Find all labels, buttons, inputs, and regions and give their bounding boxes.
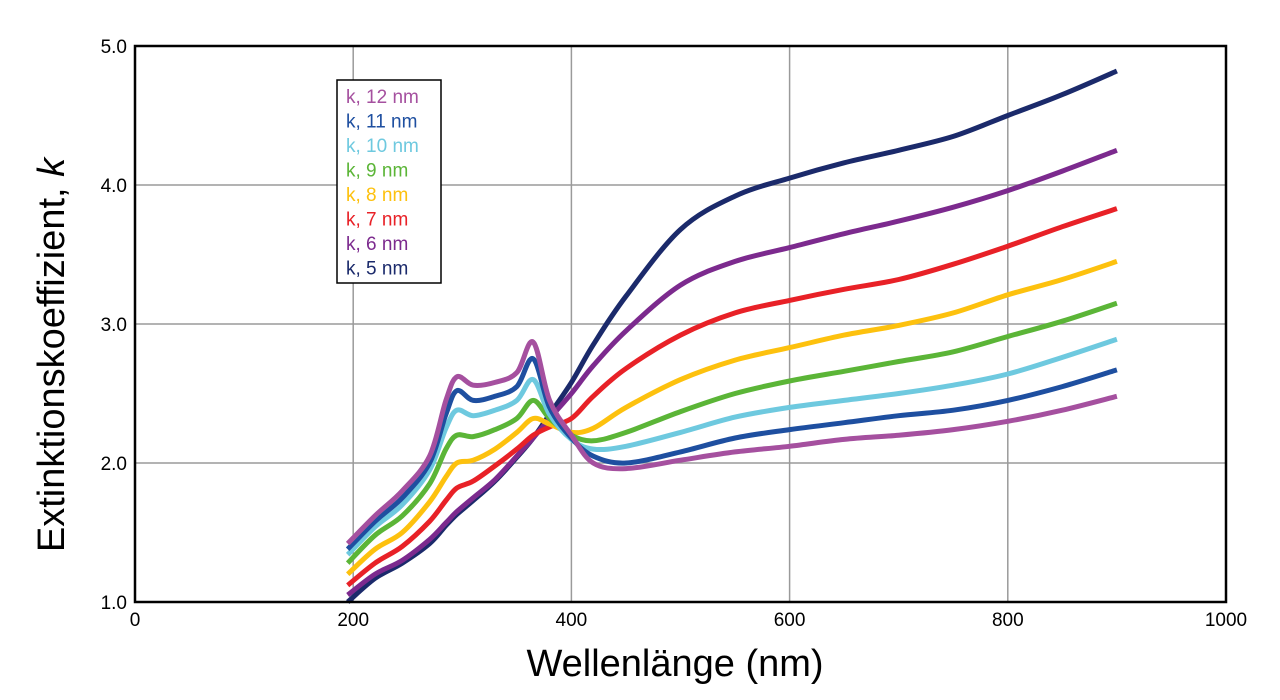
x-tick-label: 200 <box>337 610 369 631</box>
y-axis-title-text: Extinktionskoeffizient, <box>31 177 73 552</box>
y-tick-labels: 1.0 2.0 3.0 4.0 5.0 <box>101 37 127 614</box>
legend-box <box>336 79 442 284</box>
legend-entry: k, 9 nm <box>346 161 408 182</box>
x-tick-label: 400 <box>556 610 588 631</box>
x-tick-label: 1000 <box>1205 610 1247 631</box>
x-tick-label: 800 <box>992 610 1024 631</box>
x-tick-label: 0 <box>130 610 141 631</box>
series-line-k-7-nm <box>346 206 1118 588</box>
legend-entry: k, 6 nm <box>346 234 408 255</box>
y-axis-title-symbol: k <box>31 156 73 177</box>
x-tick-label: 600 <box>774 610 806 631</box>
y-tick-label: 2.0 <box>101 454 127 475</box>
legend-entry: k, 7 nm <box>346 210 408 231</box>
series-line-k-12-nm <box>345 339 1118 546</box>
legend-entry: k, 8 nm <box>346 185 408 206</box>
legend-entry: k, 12 nm <box>346 87 419 108</box>
x-tick-labels: 0 200 400 600 800 1000 <box>130 610 1247 631</box>
series-layer <box>345 68 1118 604</box>
y-tick-label: 5.0 <box>101 37 127 58</box>
series-line-k-6-nm <box>346 147 1118 598</box>
y-tick-label: 4.0 <box>101 176 127 197</box>
series-line-k-9-nm <box>345 300 1118 565</box>
y-tick-label: 1.0 <box>101 593 127 614</box>
legend-entry: k, 5 nm <box>346 259 408 280</box>
x-axis-title: Wellenlänge (nm) <box>526 643 823 685</box>
legend-entry: k, 10 nm <box>346 136 419 157</box>
plot-frame <box>133 44 1228 604</box>
legend-items: k, 12 nm k, 11 nm k, 10 nm k, 9 nm k, 8 nm k,… <box>346 87 419 280</box>
y-axis-title: Extinktionskoeffizient, k <box>31 156 73 552</box>
grid <box>135 46 1226 602</box>
y-tick-label: 3.0 <box>101 315 127 336</box>
legend: k, 12 nm k, 11 nm k, 10 nm k, 9 nm k, 8 nm k,… <box>336 79 442 284</box>
series-line-k-10-nm <box>345 336 1118 557</box>
legend-entry: k, 11 nm <box>346 112 417 133</box>
